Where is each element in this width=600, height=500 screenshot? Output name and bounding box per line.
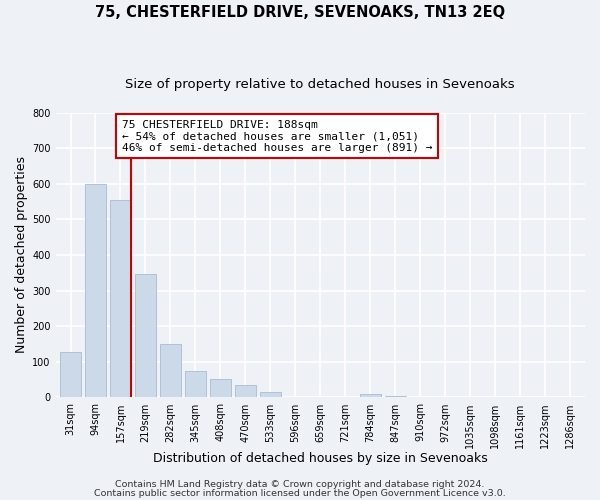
Bar <box>210 380 231 398</box>
Bar <box>85 184 106 398</box>
Bar <box>235 386 256 398</box>
Text: Contains HM Land Registry data © Crown copyright and database right 2024.: Contains HM Land Registry data © Crown c… <box>115 480 485 489</box>
Y-axis label: Number of detached properties: Number of detached properties <box>15 156 28 354</box>
Text: Contains public sector information licensed under the Open Government Licence v3: Contains public sector information licen… <box>94 488 506 498</box>
Bar <box>160 344 181 398</box>
Text: 75 CHESTERFIELD DRIVE: 188sqm
← 54% of detached houses are smaller (1,051)
46% o: 75 CHESTERFIELD DRIVE: 188sqm ← 54% of d… <box>122 120 432 153</box>
Bar <box>135 274 156 398</box>
Bar <box>60 352 81 398</box>
Text: 75, CHESTERFIELD DRIVE, SEVENOAKS, TN13 2EQ: 75, CHESTERFIELD DRIVE, SEVENOAKS, TN13 … <box>95 5 505 20</box>
Bar <box>185 371 206 398</box>
Bar <box>110 200 131 398</box>
Bar <box>385 396 406 398</box>
Bar <box>260 392 281 398</box>
X-axis label: Distribution of detached houses by size in Sevenoaks: Distribution of detached houses by size … <box>153 452 488 465</box>
Title: Size of property relative to detached houses in Sevenoaks: Size of property relative to detached ho… <box>125 78 515 90</box>
Bar <box>359 394 381 398</box>
